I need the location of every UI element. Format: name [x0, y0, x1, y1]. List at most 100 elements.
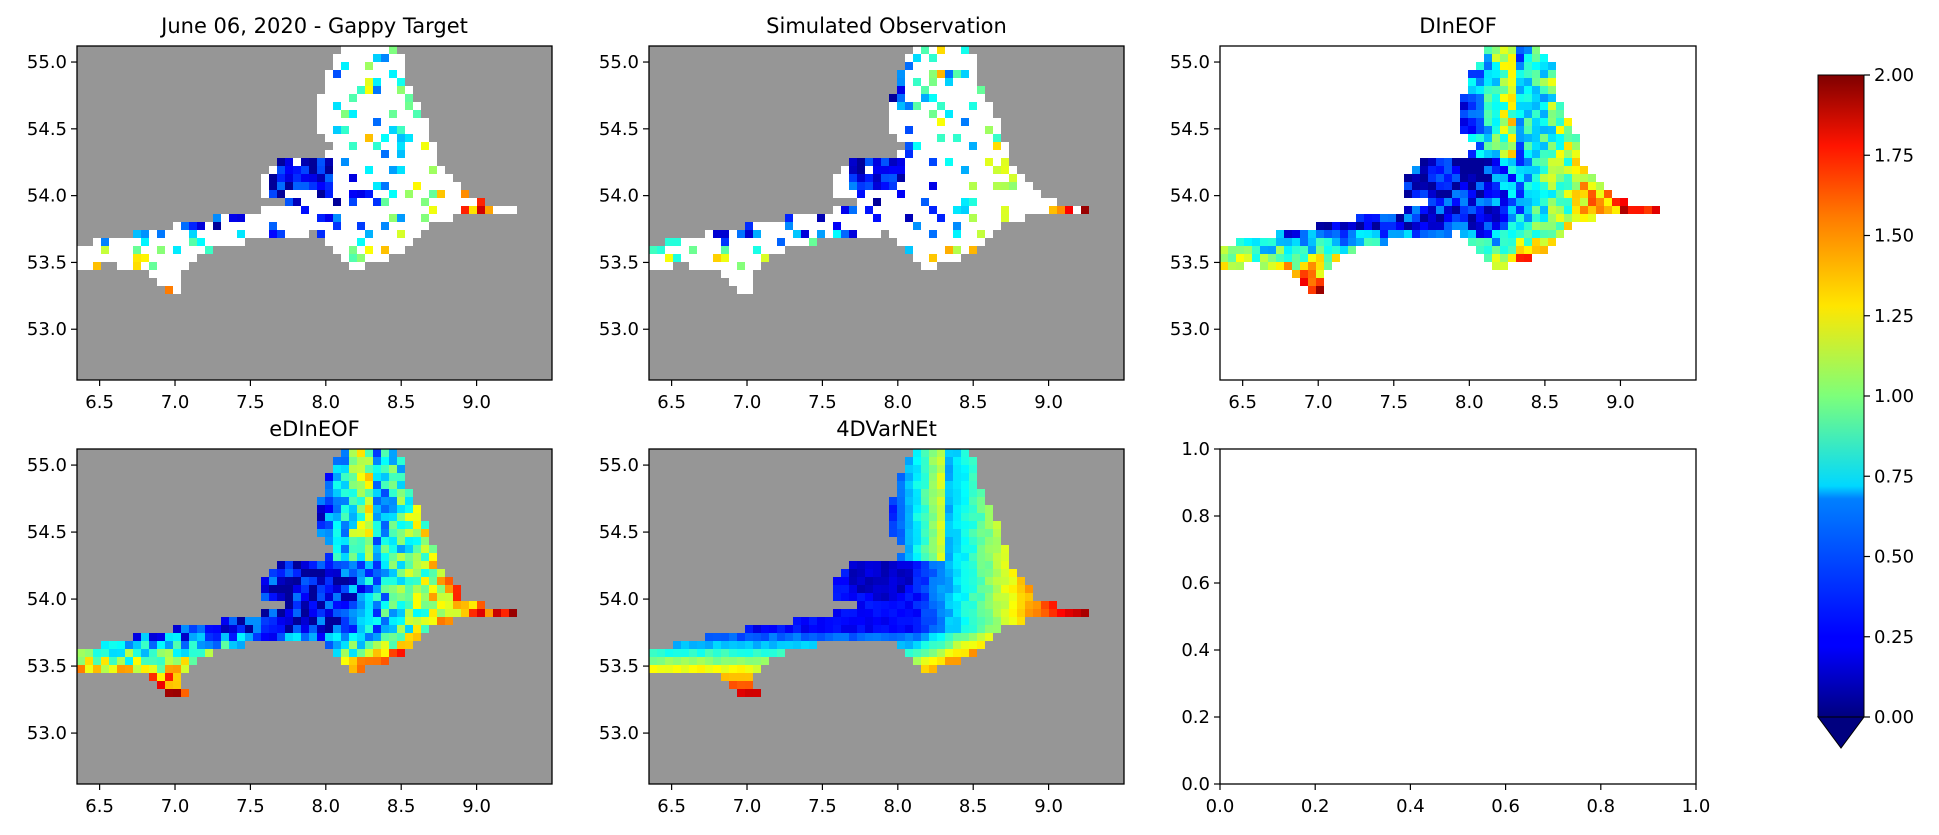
heatmap-cell	[333, 110, 341, 118]
heatmap-cell	[913, 545, 921, 553]
heatmap-cell	[1484, 158, 1492, 166]
heatmap-cell	[737, 649, 745, 657]
heatmap-cell	[445, 182, 453, 190]
heatmap-cell	[341, 633, 349, 641]
heatmap-cell	[1428, 190, 1436, 198]
heatmap-cell	[1572, 190, 1580, 198]
heatmap-cell	[1476, 86, 1484, 94]
x-tick-label: 9.0	[462, 392, 491, 413]
heatmap-cell	[985, 198, 993, 206]
heatmap-cell	[1532, 94, 1540, 102]
heatmap-cell	[173, 625, 181, 633]
heatmap-cell	[1500, 182, 1508, 190]
heatmap-cell	[873, 633, 881, 641]
heatmap-cell	[953, 70, 961, 78]
heatmap-cell	[333, 529, 341, 537]
heatmap-cell	[1516, 118, 1524, 126]
panel-empty: 0.0 0.2 0.4 0.6 0.8 1.00.00.20.40.60.81.0	[1181, 439, 1710, 817]
heatmap-cell	[993, 134, 1001, 142]
heatmap-cell	[873, 182, 881, 190]
heatmap-cell	[889, 609, 897, 617]
heatmap-cell	[921, 126, 929, 134]
heatmap-cell	[953, 222, 961, 230]
heatmap-cell	[469, 609, 477, 617]
heatmap-cell	[921, 561, 929, 569]
heatmap-cell	[953, 497, 961, 505]
heatmap-cell	[1612, 198, 1620, 206]
heatmap-cell	[1292, 230, 1300, 238]
heatmap-cell	[1476, 110, 1484, 118]
heatmap-cell	[437, 174, 445, 182]
heatmap-cell	[905, 593, 913, 601]
heatmap-cell	[681, 246, 689, 254]
colorbar-tick-label: 1.25	[1874, 306, 1914, 327]
heatmap-cell	[349, 497, 357, 505]
heatmap-cell	[1284, 246, 1292, 254]
heatmap-cell	[969, 521, 977, 529]
colorbar-tick-label: 1.75	[1874, 145, 1914, 166]
heatmap-cell	[977, 238, 985, 246]
heatmap-cell	[341, 521, 349, 529]
heatmap-cell	[397, 166, 405, 174]
heatmap-cell	[913, 62, 921, 70]
heatmap-cell	[1588, 174, 1596, 182]
heatmap-cell	[1580, 182, 1588, 190]
heatmap-cell	[913, 593, 921, 601]
panel-dineof: DInEOF 6.5 7.0 7.5 8.0 8.5 9.053.053.554.054.…	[1170, 14, 1697, 413]
heatmap-cell	[985, 617, 993, 625]
heatmap-cell	[1388, 214, 1396, 222]
heatmap-cell	[325, 222, 333, 230]
heatmap-cell	[745, 633, 753, 641]
heatmap-cell	[349, 262, 357, 270]
heatmap-cell	[325, 617, 333, 625]
heatmap-cell	[937, 585, 945, 593]
heatmap-cell	[753, 633, 761, 641]
heatmap-cell	[373, 158, 381, 166]
heatmap-cell	[977, 601, 985, 609]
heatmap-cell	[333, 238, 341, 246]
heatmap-cell	[1604, 190, 1612, 198]
heatmap-cell	[333, 609, 341, 617]
heatmap-cell	[173, 278, 181, 286]
heatmap-cell	[285, 222, 293, 230]
heatmap-cell	[381, 166, 389, 174]
heatmap-cell	[293, 633, 301, 641]
heatmap-cell	[913, 94, 921, 102]
heatmap-cell	[421, 142, 429, 150]
heatmap-cell	[961, 230, 969, 238]
heatmap-cell	[1260, 254, 1268, 262]
heatmap-cell	[937, 537, 945, 545]
empty-plot-area	[1219, 448, 1697, 785]
heatmap-cell	[365, 617, 373, 625]
heatmap-cell	[1516, 134, 1524, 142]
y-tick-label: 54.0	[27, 186, 67, 207]
heatmap-cell	[373, 585, 381, 593]
axes-ticks: 0.0 0.2 0.4 0.6 0.8 1.00.00.20.40.60.81.0	[1181, 439, 1710, 817]
heatmap-cell	[929, 449, 937, 457]
heatmap-cell	[373, 617, 381, 625]
heatmap-cell	[197, 649, 205, 657]
heatmap-cell	[985, 190, 993, 198]
heatmap-cell	[1564, 198, 1572, 206]
heatmap-cell	[381, 473, 389, 481]
y-tick-label: 53.0	[27, 319, 67, 340]
heatmap-cell	[1252, 246, 1260, 254]
heatmap-cell	[833, 230, 841, 238]
heatmap-cell	[397, 102, 405, 110]
heatmap-cell	[1516, 190, 1524, 198]
heatmap-cell	[157, 665, 165, 673]
heatmap-cell	[1548, 70, 1556, 78]
heatmap-cell	[929, 577, 937, 585]
heatmap-cell	[277, 561, 285, 569]
heatmap-cell	[729, 238, 737, 246]
heatmap-cell	[929, 641, 937, 649]
heatmap-cell	[769, 238, 777, 246]
y-tick-label: 53.5	[599, 656, 639, 677]
heatmap-cell	[857, 198, 865, 206]
heatmap-cell	[157, 254, 165, 262]
heatmap-cell	[293, 569, 301, 577]
heatmap-cell	[341, 601, 349, 609]
heatmap-cell	[389, 142, 397, 150]
heatmap-cell	[985, 569, 993, 577]
heatmap-cell	[397, 457, 405, 465]
